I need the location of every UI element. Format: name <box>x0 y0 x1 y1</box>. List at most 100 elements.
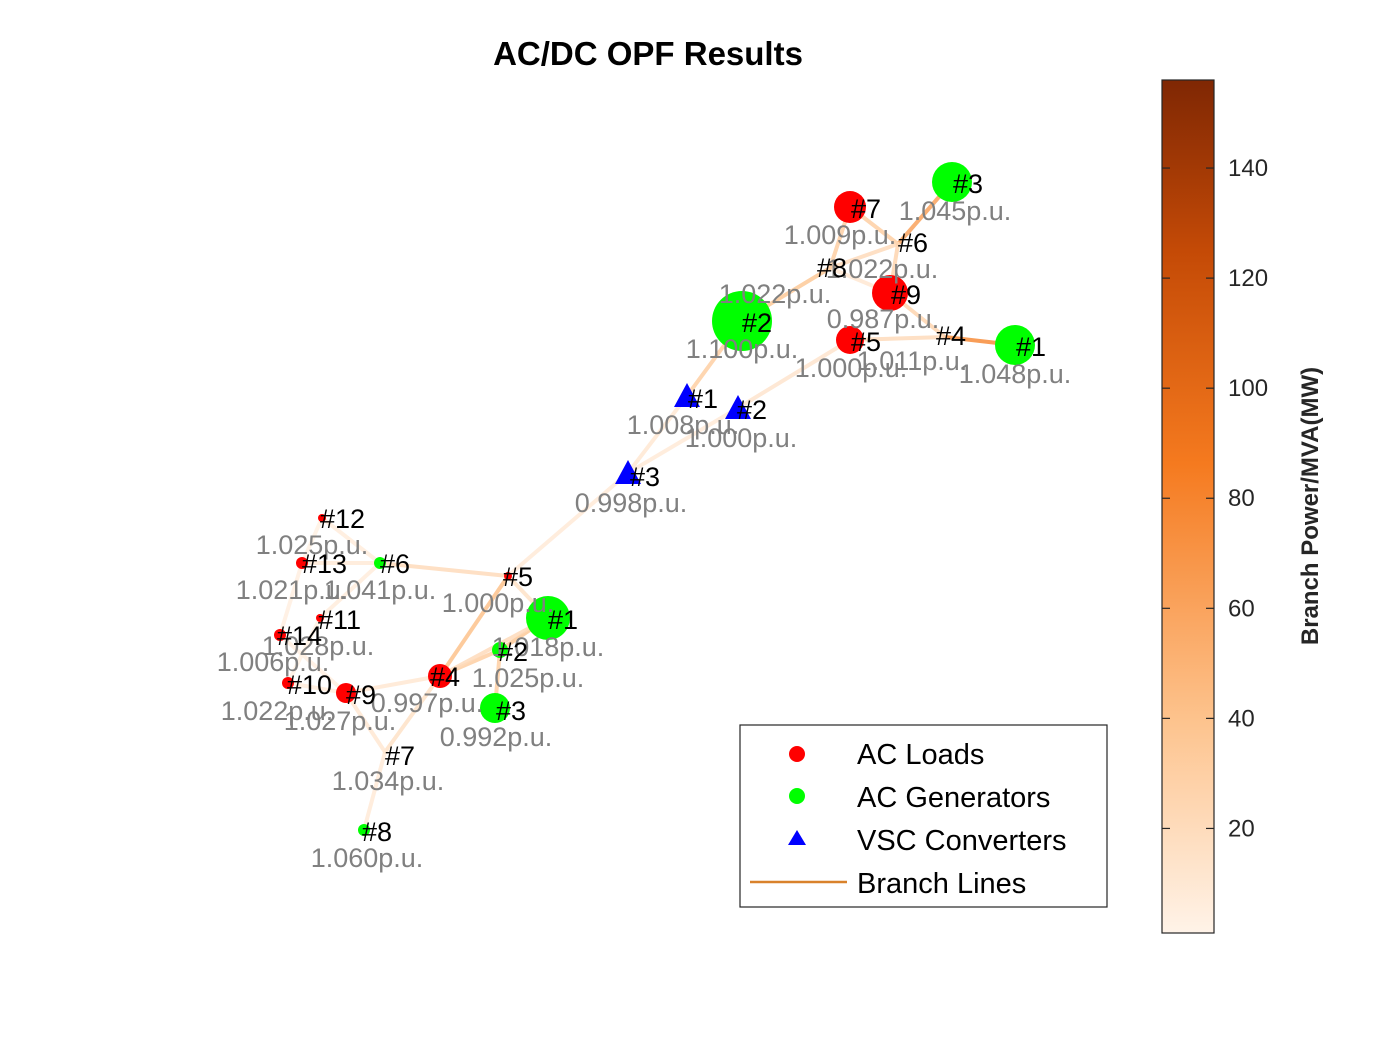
node-id-label: #5 <box>503 562 533 592</box>
node-voltage-label: 1.027p.u. <box>284 706 397 736</box>
node-id-label: #5 <box>851 327 881 357</box>
branch-line <box>848 335 947 342</box>
node-voltage-label: 1.034p.u. <box>332 766 445 796</box>
node-id-label: #7 <box>851 194 881 224</box>
node-voltage-label: 0.992p.u. <box>440 722 553 752</box>
node-id-label: #7 <box>385 741 415 771</box>
branch-line <box>626 406 740 475</box>
node-id-label: #13 <box>302 549 347 579</box>
branch-line <box>736 338 852 410</box>
generator-node-marker <box>932 162 972 202</box>
node-id-label: #2 <box>742 308 772 338</box>
converter-node-marker <box>725 395 751 420</box>
colorbar-tick-label: 140 <box>1228 155 1268 182</box>
node-voltage-label: 1.025p.u. <box>472 663 585 693</box>
legend-generator-marker <box>789 788 805 804</box>
legend: AC Loads AC Generators VSC Converters Br… <box>739 724 1108 908</box>
branch-line <box>344 691 387 754</box>
load-node-marker <box>836 326 864 354</box>
node-voltage-label: 1.006p.u. <box>217 647 330 677</box>
colorbar-tick-label: 80 <box>1228 485 1255 512</box>
legend-load-marker <box>789 746 805 762</box>
legend-converter-label: VSC Converters <box>857 825 1067 857</box>
node-voltage-label: 0.997p.u. <box>371 688 484 718</box>
branch-line <box>278 561 304 637</box>
node-voltage-label: 1.000p.u. <box>442 588 555 618</box>
branch-line <box>828 242 900 270</box>
node-voltage-label: 1.100p.u. <box>686 334 799 364</box>
node-id-label: #2 <box>737 395 767 425</box>
load-node-marker <box>336 683 356 703</box>
colorbar-tick-label: 100 <box>1228 375 1268 402</box>
node-id-label: #3 <box>630 462 660 492</box>
node-voltage-label: 1.022p.u. <box>221 696 334 726</box>
colorbar-tick-label: 120 <box>1228 265 1268 292</box>
node-voltage-label: 1.008p.u. <box>627 410 740 440</box>
node-id-label: #8 <box>817 253 847 283</box>
node-id-label: #3 <box>953 169 983 199</box>
load-node-marker <box>428 664 452 688</box>
load-node-marker <box>872 275 908 311</box>
branch-line <box>383 674 442 754</box>
load-node-marker <box>274 629 286 641</box>
branch-line <box>318 561 382 620</box>
node-voltage-label: 1.048p.u. <box>959 359 1072 389</box>
node-voltage-label: 1.060p.u. <box>311 843 424 873</box>
generator-node-marker <box>492 642 508 658</box>
node-id-label: #1 <box>688 384 718 414</box>
generator-node-marker <box>480 693 510 723</box>
generator-node-marker <box>374 557 386 569</box>
node-id-label: #4 <box>430 662 460 692</box>
load-node-marker <box>282 677 294 689</box>
node-voltage-label: 1.000p.u. <box>685 423 798 453</box>
colorbar-label: Branch Power/MVA(MW) <box>1297 367 1324 645</box>
node-labels: 1.045p.u.#31.009p.u.#71.022p.u.#61.022p.… <box>217 169 1072 873</box>
node-id-label: #12 <box>320 504 365 534</box>
branch-line <box>506 471 630 578</box>
colorbar-tick-label: 40 <box>1228 705 1255 732</box>
colorbar-tick-label: 60 <box>1228 595 1255 622</box>
node-id-label: #3 <box>496 696 526 726</box>
node-id-label: #14 <box>277 621 322 651</box>
network-nodes <box>274 162 1035 836</box>
node-id-label: #1 <box>1016 332 1046 362</box>
legend-branch-label: Branch Lines <box>857 868 1026 900</box>
node-voltage-label: 1.022p.u. <box>826 254 939 284</box>
branch-line <box>320 516 382 565</box>
legend-load-label: AC Loads <box>857 739 984 771</box>
node-voltage-label: 1.018p.u. <box>492 632 605 662</box>
node-voltage-label: 1.045p.u. <box>899 196 1012 226</box>
branch-line <box>300 516 324 565</box>
branch-line <box>438 574 510 678</box>
branch-line <box>286 616 322 685</box>
node-id-label: #10 <box>287 670 332 700</box>
node-id-label: #2 <box>498 637 528 667</box>
legend-converter-marker <box>788 830 806 845</box>
generator-node-marker <box>995 325 1035 365</box>
generator-node-marker <box>358 824 370 836</box>
load-node-marker <box>318 514 326 522</box>
branch-line <box>278 633 348 695</box>
node-voltage-label: 1.022p.u. <box>719 279 832 309</box>
node-voltage-label: 1.025p.u. <box>256 530 369 560</box>
node-voltage-label: 0.998p.u. <box>575 488 688 518</box>
load-node-marker <box>504 572 512 580</box>
node-voltage-label: 0.987p.u. <box>827 304 940 334</box>
branch-line <box>344 674 442 695</box>
colorbar-tick-label: 20 <box>1228 815 1255 842</box>
node-voltage-label: 1.000p.u. <box>795 353 908 383</box>
node-id-label: #4 <box>936 321 966 351</box>
colorbar: 20 40 60 80 100 120 140 Branch Power/MVA(MW) <box>1161 79 1324 934</box>
branch-line <box>626 394 689 475</box>
converter-node-marker <box>674 383 700 408</box>
node-id-label: #1 <box>548 605 578 635</box>
colorbar-gradient <box>1161 79 1215 934</box>
node-id-label: #8 <box>362 817 392 847</box>
node-voltage-label: 1.021p.u. <box>236 575 349 605</box>
node-id-label: #9 <box>891 280 921 310</box>
node-id-label: #9 <box>346 680 376 710</box>
converter-node-marker <box>615 460 641 485</box>
node-id-label: #11 <box>318 605 361 635</box>
generator-node-marker <box>526 596 570 640</box>
